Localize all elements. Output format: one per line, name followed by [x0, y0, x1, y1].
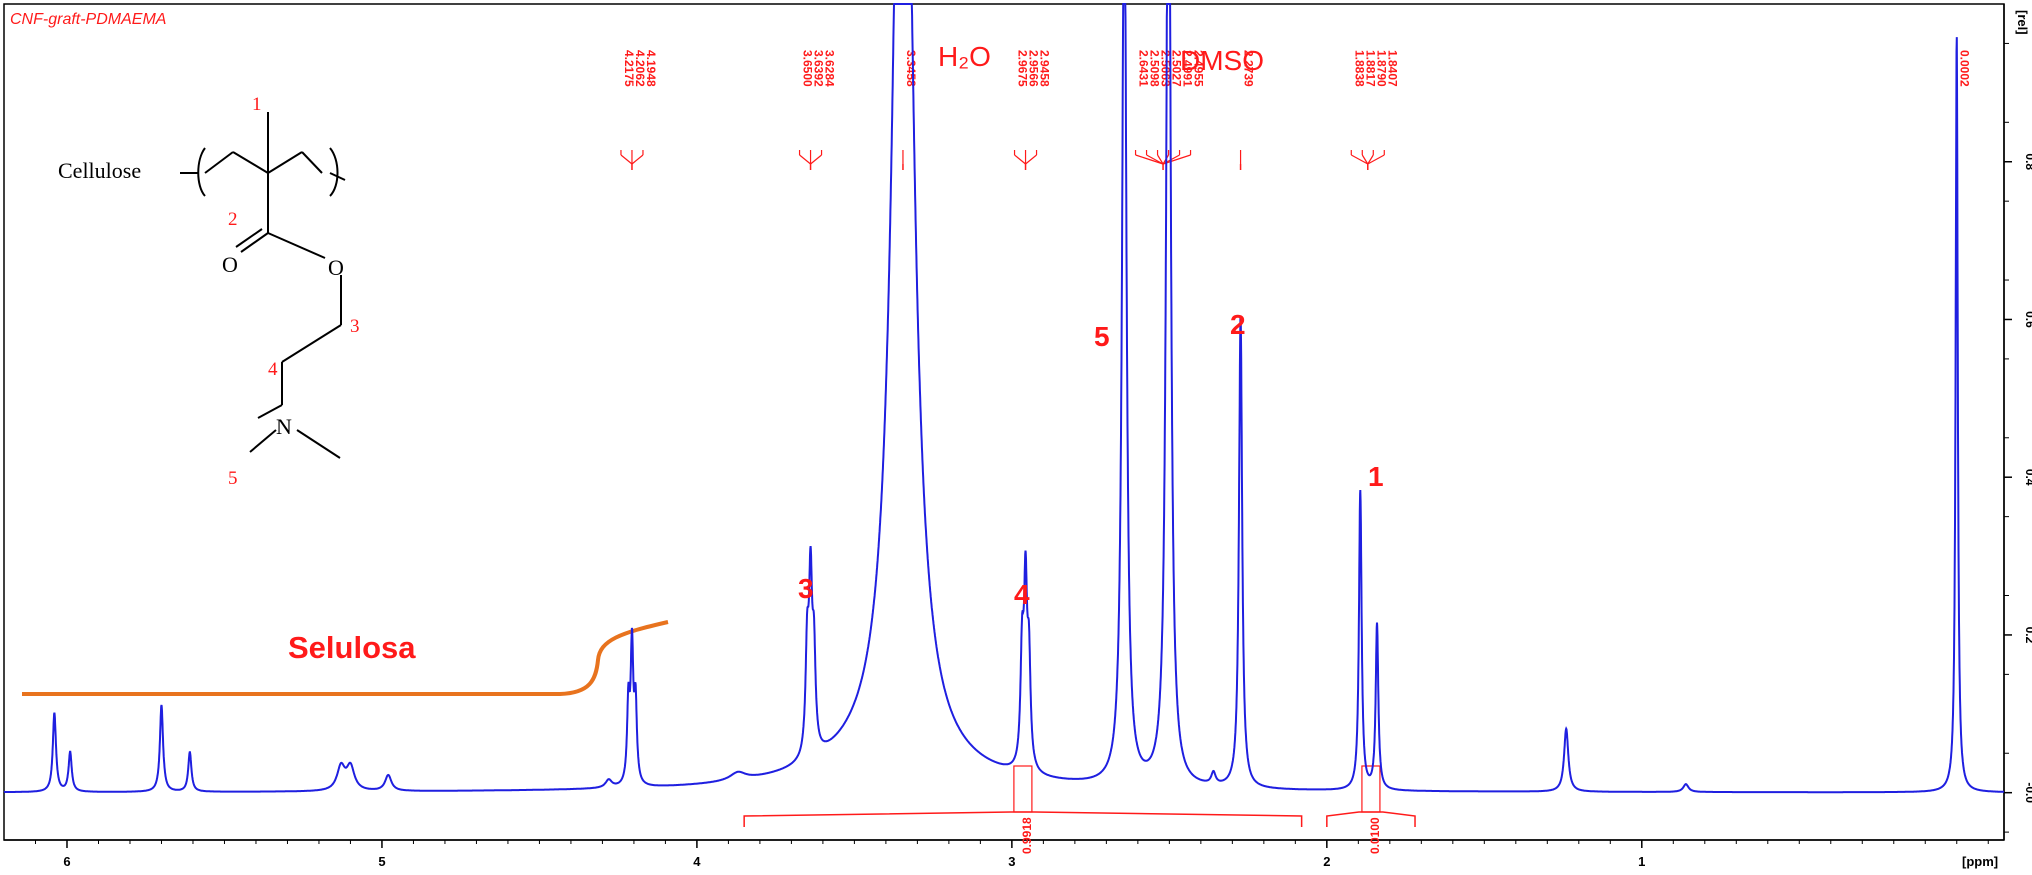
- pdmaema-structure: [180, 112, 346, 459]
- x-tick-label: 4: [693, 854, 701, 869]
- peak-label-4: 4: [1014, 579, 1030, 610]
- peak-pick-label: 2.4991: [1181, 50, 1195, 87]
- y-tick-label: 0.4: [2023, 469, 2032, 486]
- peak-pick-label: 2.4955: [1192, 50, 1206, 87]
- plot-frame: [3, 3, 2005, 841]
- peak-pick-label: 1.8790: [1374, 50, 1388, 87]
- dmso-label: DMSO: [1180, 45, 1264, 76]
- y-tick-label: -0.0: [2023, 782, 2032, 803]
- structure-nitrogen: N: [276, 414, 292, 439]
- peak-pick-leader: [1367, 154, 1374, 165]
- peak-pick-leader: [1157, 154, 1164, 165]
- peak-pick-leader: [1361, 154, 1369, 165]
- x-tick-label: 3: [1008, 854, 1015, 869]
- peak-pick-label: 3.6500: [801, 50, 815, 87]
- x-tick-label: 2: [1323, 854, 1330, 869]
- peak-pick-leader: [1162, 154, 1191, 165]
- peak-pick-leader: [1135, 154, 1164, 165]
- peak-pick-leader: [1025, 154, 1037, 165]
- peak-pick-label: 2.5098: [1148, 50, 1162, 87]
- x-tick-label: 6: [63, 854, 70, 869]
- peak-pick-label: 1.8407: [1385, 50, 1399, 87]
- x-axis-label: [ppm]: [1962, 854, 1998, 869]
- peak-pick-label: 2.2739: [1242, 50, 1256, 87]
- peak-label-2: 2: [1230, 309, 1246, 340]
- peak-pick-leader: [810, 154, 822, 165]
- x-tick-label: 1: [1638, 854, 1645, 869]
- chart-title: CNF-graft-PDMAEMA: [10, 11, 166, 28]
- integral-value-label: 0.0100: [1368, 817, 1382, 854]
- peak-label-1: 1: [1368, 461, 1384, 492]
- peak-pick-label: 3.3458: [904, 50, 918, 87]
- peak-pick-label: 4.2175: [622, 50, 636, 87]
- structure-position-2: 2: [228, 209, 238, 230]
- cellulose-label: Selulosa: [288, 630, 416, 665]
- peak-pick-leader: [1014, 154, 1026, 165]
- peak-pick-label: 4.2062: [633, 50, 647, 87]
- x-tick-label: 5: [378, 854, 385, 869]
- peak-label-3: 3: [798, 573, 814, 604]
- structure-position-4: 4: [268, 359, 278, 380]
- peak-pick-label: 2.5027: [1170, 50, 1184, 87]
- structure-position-5: 5: [228, 468, 238, 489]
- peak-pick-leader: [631, 154, 644, 165]
- structure-position-1: 1: [252, 94, 262, 115]
- peak-pick-label: 3.6392: [812, 50, 826, 87]
- integral-annotations: 0.9918 0.0100: [743, 765, 1416, 854]
- peak-pick-leader: [1367, 154, 1385, 165]
- integral-value-box: [1361, 765, 1381, 813]
- peak-pick-leader: [620, 154, 633, 165]
- peak-pick-label: 2.9566: [1027, 50, 1041, 87]
- y-tick-label: 0.6: [2023, 311, 2032, 328]
- peak-pick-label: 0.0002: [1958, 50, 1972, 87]
- structure-ester-o: O: [328, 255, 344, 280]
- peak-label-5: 5: [1094, 321, 1110, 352]
- y-axis-label: [rel]: [2015, 10, 2030, 35]
- peak-pick-leader: [1350, 154, 1369, 165]
- peak-pick-label: 2.6431: [1137, 50, 1151, 87]
- peak-pick-label: 2.5063: [1159, 50, 1173, 87]
- peak-pick-label: 3.6284: [823, 50, 837, 87]
- y-tick-label: 0.2: [2023, 627, 2032, 644]
- peak-pick-label: 2.9458: [1038, 50, 1052, 87]
- peak-pick-label: 2.9675: [1016, 50, 1030, 87]
- x-axis-ticks: 6 5 4 3 2 1: [34, 840, 1989, 869]
- peak-pick-leader: [1146, 154, 1164, 165]
- structure-position-3: 3: [350, 316, 360, 337]
- structure-carbonyl-o: O: [222, 252, 238, 277]
- structure-cellulose-text: Cellulose: [58, 158, 141, 183]
- peak-pick-label: 4.1948: [644, 50, 658, 87]
- water-label: H₂O: [938, 41, 991, 72]
- spectrum-series-line: [3, 3, 2004, 794]
- y-tick-label: 0.8: [2023, 153, 2032, 170]
- peak-pick-leader: [799, 154, 811, 165]
- peak-pick-label: 1.8817: [1363, 50, 1377, 87]
- y-axis-ticks: -0.0 0.2 0.4 0.6 0.8: [2004, 42, 2032, 833]
- peak-pick-label: 1.8838: [1352, 50, 1366, 87]
- integral-value-label: 0.9918: [1020, 817, 1034, 854]
- integral-value-box: [1013, 765, 1033, 813]
